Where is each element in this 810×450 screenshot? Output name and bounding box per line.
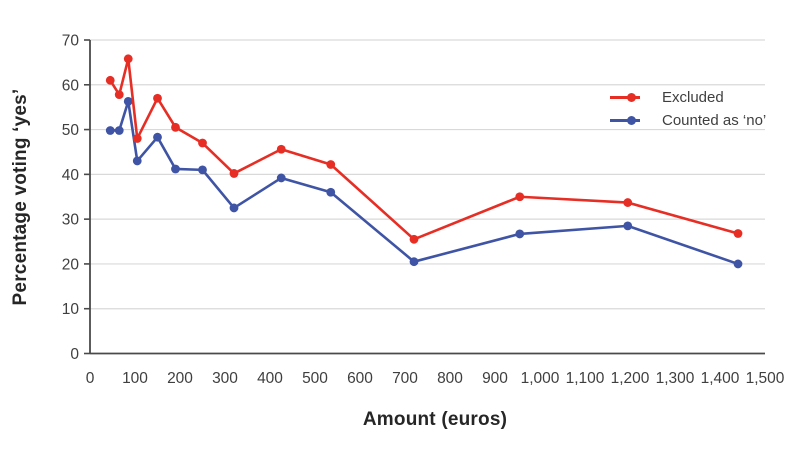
data-point-counted-as-no [153, 132, 162, 142]
series-line-excluded [109, 57, 739, 241]
data-point-counted-as-no [515, 229, 525, 239]
data-point-excluded [733, 229, 743, 238]
x-tick-label: 300 [212, 370, 238, 387]
x-tick-label: 1,100 [566, 370, 605, 387]
data-point-counted-as-no [623, 221, 633, 231]
y-tick-label: 0 [70, 346, 79, 363]
y-tick-label: 20 [62, 256, 80, 273]
data-point-counted-as-no [105, 126, 115, 135]
x-tick-label: 200 [167, 370, 193, 387]
legend: Excluded Counted as ‘no’ [610, 86, 766, 132]
data-point-counted-as-no [198, 165, 207, 175]
y-axis-title: Percentage voting ‘yes’ [10, 88, 31, 306]
data-point-excluded [153, 93, 162, 103]
data-point-excluded [229, 169, 239, 178]
x-tick-label: 1,000 [521, 370, 560, 387]
x-tick-label: 1,500 [746, 370, 785, 387]
data-point-excluded [515, 192, 525, 202]
y-tick-label: 50 [62, 122, 80, 139]
data-point-excluded [276, 144, 286, 154]
data-point-counted-as-no [733, 259, 743, 269]
legend-label: Excluded [662, 89, 724, 106]
series-line-counted-as-no [110, 100, 739, 266]
legend-line-sample [610, 93, 640, 102]
data-point-counted-as-no [409, 257, 419, 267]
data-point-counted-as-no [326, 187, 336, 197]
legend-dot-icon [627, 116, 636, 125]
data-point-excluded [105, 75, 115, 85]
data-point-counted-as-no [171, 164, 180, 174]
legend-label: Counted as ‘no’ [662, 112, 767, 129]
x-tick-label: 900 [482, 370, 508, 387]
data-point-excluded [171, 122, 180, 132]
x-tick-label: 1,400 [701, 370, 740, 387]
data-point-counted-as-no [229, 203, 239, 213]
data-point-excluded [123, 54, 133, 64]
data-point-excluded [198, 138, 207, 148]
data-point-excluded [326, 160, 336, 169]
x-tick-label: 100 [122, 370, 148, 387]
y-tick-label: 30 [62, 212, 80, 229]
data-point-excluded [623, 198, 633, 207]
data-point-counted-as-no [132, 156, 142, 166]
data-point-excluded [132, 134, 142, 143]
x-tick-label: 1,200 [611, 370, 650, 387]
y-tick-label: 70 [62, 33, 80, 50]
data-point-excluded [409, 234, 419, 244]
y-tick-label: 60 [62, 77, 80, 94]
x-axis-title: Amount (euros) [362, 409, 508, 430]
y-tick-label: 10 [62, 301, 80, 318]
legend-dot-icon [627, 93, 636, 102]
x-tick-label: 500 [302, 370, 328, 387]
y-tick-label: 40 [62, 167, 80, 184]
data-point-counted-as-no [123, 96, 133, 106]
x-tick-label: 600 [347, 370, 373, 387]
legend-item-counted-as-no: Counted as ‘no’ [610, 109, 766, 132]
x-tick-label: 700 [392, 370, 418, 387]
legend-item-excluded: Excluded [610, 86, 766, 109]
x-tick-label: 800 [437, 370, 463, 387]
data-point-counted-as-no [114, 126, 124, 135]
x-tick-label: 1,300 [656, 370, 695, 387]
data-point-counted-as-no [276, 173, 286, 183]
x-tick-label: 0 [86, 370, 95, 387]
x-tick-label: 400 [257, 370, 283, 387]
legend-line-sample [610, 116, 640, 125]
data-point-excluded [114, 90, 124, 100]
